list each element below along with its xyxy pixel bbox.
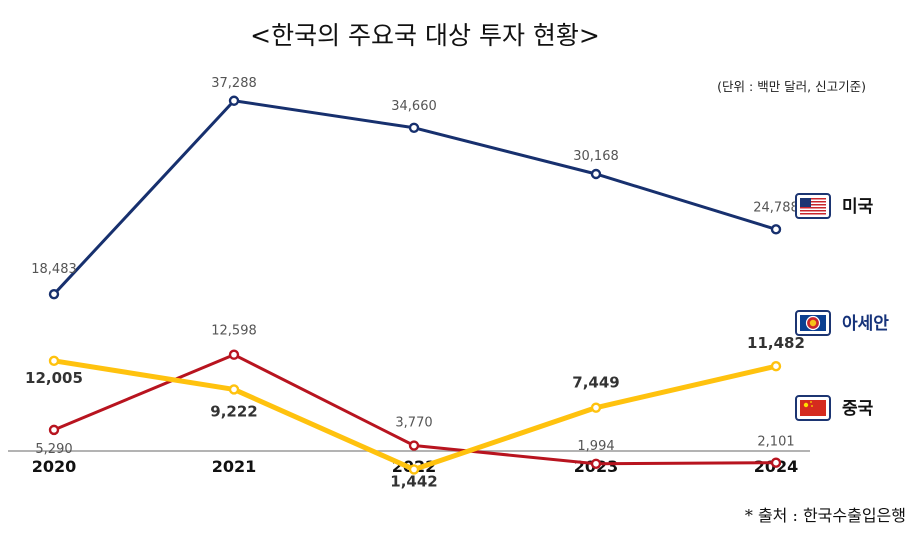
- data-point: [48, 355, 60, 367]
- data-point: [408, 464, 420, 475]
- data-point: [770, 360, 782, 372]
- source-note: * 출처 : 한국수출입은행: [745, 506, 906, 525]
- data-label: 1,442: [390, 472, 437, 490]
- data-label: 5,290: [35, 442, 72, 457]
- data-label: 34,660: [391, 99, 437, 114]
- data-point: [48, 424, 60, 436]
- data-point: [408, 440, 420, 451]
- data-label: 12,598: [211, 324, 257, 339]
- data-label: 18,483: [31, 262, 77, 277]
- chart-title: <한국의 주요국 대상 투자 현황>: [250, 21, 600, 50]
- data-point: [590, 168, 602, 180]
- data-point: [590, 458, 602, 469]
- series-lines: [48, 95, 782, 475]
- data-label: 1,994: [577, 439, 614, 454]
- data-label: 30,168: [573, 149, 619, 164]
- data-label: 24,788: [753, 200, 799, 215]
- data-label: 11,482: [747, 334, 805, 352]
- data-label: 3,770: [395, 416, 432, 431]
- legend-label: 미국: [842, 197, 874, 217]
- legend-label: 중국: [842, 399, 874, 419]
- data-point: [770, 457, 782, 468]
- data-label: 12,005: [25, 369, 83, 387]
- data-label: 7,449: [572, 374, 619, 392]
- data-label: 37,288: [211, 76, 257, 91]
- us-flag-icon: [795, 193, 831, 219]
- data-point: [590, 402, 602, 413]
- legend-label: 아세안: [842, 314, 889, 334]
- china-flag-icon: [795, 395, 831, 421]
- data-label: 2,101: [757, 435, 794, 450]
- data-label: 9,222: [210, 402, 257, 420]
- x-tick-2020: 2020: [32, 457, 77, 476]
- data-point: [48, 288, 60, 300]
- data-point: [408, 122, 420, 133]
- asean-flag-icon: [795, 310, 831, 336]
- x-tick-2021: 2021: [212, 457, 257, 476]
- unit-note: (단위 : 백만 달러, 신고기준): [717, 79, 866, 94]
- data-labels: 18,483 37,288 34,660 30,168 24,788 12,005 9,22…: [25, 76, 805, 491]
- data-point: [228, 349, 240, 360]
- data-point: [228, 384, 240, 395]
- data-point: [770, 224, 782, 235]
- data-point: [228, 95, 240, 106]
